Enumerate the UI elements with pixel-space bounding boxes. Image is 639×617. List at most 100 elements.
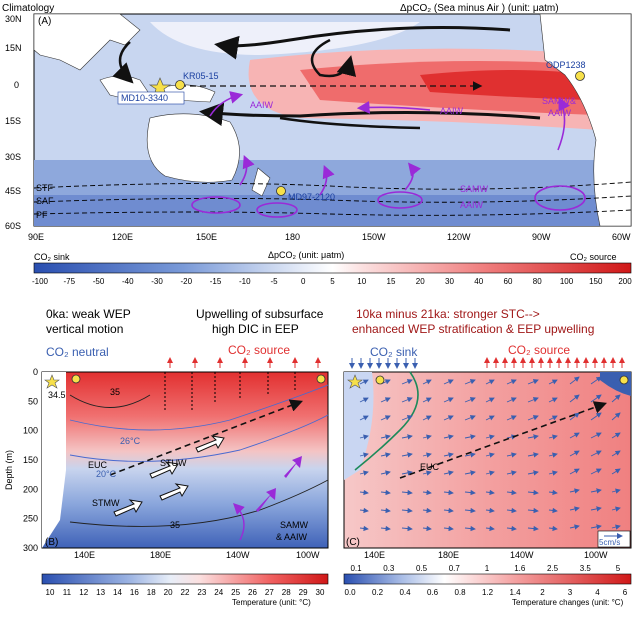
lon-150e: 150E	[196, 232, 217, 242]
panel-a-corner-label: Climatology	[2, 3, 54, 14]
lon-90w: 90W	[532, 232, 551, 242]
velocity-vector	[380, 452, 391, 458]
kuroshio-loop	[310, 38, 357, 78]
velocity-vector	[380, 434, 391, 440]
velocity-vector	[443, 379, 454, 385]
md97-label: MD97-2120	[288, 192, 335, 202]
velocity-vector	[590, 506, 602, 512]
velocity-vector	[443, 397, 454, 403]
lat-30n: 30N	[5, 14, 22, 24]
velocity-vector	[590, 412, 602, 421]
velocity-vector	[359, 489, 369, 496]
depth-tick: 250	[23, 514, 38, 524]
depth-tick: 100	[23, 426, 38, 436]
co2-source-b-label: CO₂ source	[228, 343, 290, 357]
aaiw-label-1: AAIW	[250, 100, 274, 110]
colorbar-a-tick: 200	[618, 277, 632, 286]
velocity-vector	[422, 397, 432, 403]
colorbar-a-tick: 10	[357, 277, 366, 286]
colorbar-c-tick-top: 3.5	[580, 564, 592, 573]
lon-c-180e: 180E	[438, 550, 459, 560]
colorbar-b-tick: 16	[130, 588, 139, 597]
md97-site-icon	[276, 186, 286, 196]
velocity-vector	[485, 397, 495, 403]
velocity-vector	[422, 379, 432, 385]
velocity-vector	[422, 507, 432, 514]
lon-60w: 60W	[612, 232, 631, 242]
velocity-vector	[359, 434, 369, 440]
colorbar-a-tick: -20	[180, 277, 192, 286]
velocity-vector	[569, 488, 580, 494]
md10-star-c-icon	[347, 374, 363, 389]
south-current-2	[279, 116, 421, 130]
samw-loop-3	[377, 191, 423, 209]
velocity-vector	[485, 470, 495, 476]
colorbar-b-tick: 12	[79, 588, 88, 597]
velocity-vector	[590, 488, 602, 494]
md10-label: MD10-3340	[121, 93, 168, 103]
lat-60s: 60S	[5, 221, 21, 231]
velocity-vector	[443, 507, 454, 514]
velocity-vector	[422, 470, 432, 476]
velocity-vector	[485, 452, 495, 458]
colorbar-b-tick: 24	[214, 588, 223, 597]
velocity-vector	[506, 397, 517, 403]
velocity-vector	[464, 434, 476, 440]
sal-35-label: 35	[110, 387, 120, 397]
stuw-label: STUW	[160, 458, 187, 468]
velocity-vector	[443, 452, 454, 458]
velocity-vector	[401, 507, 413, 514]
velocity-vector	[359, 507, 369, 514]
velocity-vector-field	[359, 376, 621, 532]
velocity-vector	[464, 415, 476, 421]
colorbar-a-tick: -50	[93, 277, 105, 286]
upwelling-label-1: Upwelling of subsurface	[196, 307, 324, 321]
colorbar-a-tick: 30	[445, 277, 454, 286]
velocity-vector	[401, 434, 413, 440]
velocity-vector	[443, 489, 454, 496]
velocity-vector	[401, 397, 413, 403]
co2-source-c-label: CO₂ source	[508, 343, 570, 357]
velocity-vector	[485, 489, 495, 496]
pf-label: PF	[36, 210, 48, 220]
velocity-vector	[422, 452, 432, 458]
t20-label: 20°C	[96, 469, 117, 479]
green-contour	[354, 371, 419, 471]
stf-label: STF	[36, 183, 54, 193]
lon-c-140w: 140W	[510, 550, 534, 560]
lat-45s: 45S	[5, 186, 21, 196]
velocity-vector	[464, 489, 476, 496]
colorbar-c-ticks-bottom: 0.0 0.2 0.4 0.6 0.8 1.2 1.4 2 3 4 6	[344, 588, 627, 597]
velocity-vector	[527, 415, 539, 421]
samw-aaiw-label-e: SAMW&	[542, 96, 576, 106]
velocity-vector	[527, 379, 539, 385]
scale-label: 5cm/s	[599, 538, 620, 547]
panel-b-left-land	[42, 372, 66, 548]
colorbar-c-tick-bottom: 4	[595, 588, 600, 597]
velocity-vector	[611, 450, 621, 457]
samw-arrow-s1	[239, 155, 255, 186]
velocity-vector	[569, 450, 580, 457]
velocity-vector	[443, 434, 454, 440]
colorbar-c-tick-bottom: 1.2	[482, 588, 494, 597]
panel-c-title-1: 10ka minus 21ka: stronger STC-->	[356, 307, 540, 321]
samw-purple-arrow-2	[284, 456, 302, 478]
velocity-vector	[611, 506, 621, 512]
samw-loop-2	[256, 202, 298, 218]
colorbar-b-tick: 26	[248, 588, 257, 597]
velocity-vector	[590, 468, 602, 475]
odp1238-site-c-icon	[619, 375, 629, 385]
velocity-vector	[380, 525, 391, 532]
new-zealand-land	[251, 167, 271, 197]
stmw-hollow-arrow-2	[159, 483, 189, 501]
australia-land	[146, 113, 240, 183]
colorbar-c-tick-bottom: 2	[540, 588, 545, 597]
colorbar-b-tick: 14	[113, 588, 122, 597]
velocity-vector	[569, 432, 580, 439]
colorbar-b-tick: 10	[46, 588, 55, 597]
colorbar-b-tick: 29	[299, 588, 308, 597]
colorbar-c-tick-top: 0.3	[383, 564, 395, 573]
velocity-vector	[569, 394, 580, 403]
colorbar-b-tick: 27	[265, 588, 274, 597]
co2-sink-c-label: CO₂ sink	[370, 345, 418, 359]
